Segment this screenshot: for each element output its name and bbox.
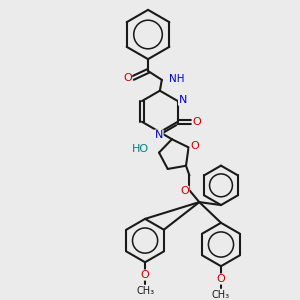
Text: CH₃: CH₃	[136, 286, 154, 296]
Text: O: O	[217, 274, 225, 284]
Text: O: O	[141, 270, 149, 280]
Text: HO: HO	[132, 144, 149, 154]
Text: O: O	[192, 117, 201, 127]
Text: CH₃: CH₃	[212, 290, 230, 300]
Text: NH: NH	[169, 74, 184, 84]
Text: O: O	[123, 73, 132, 83]
Text: O: O	[190, 141, 199, 152]
Text: N: N	[178, 95, 187, 105]
Text: O: O	[180, 186, 189, 196]
Text: N: N	[155, 130, 163, 140]
